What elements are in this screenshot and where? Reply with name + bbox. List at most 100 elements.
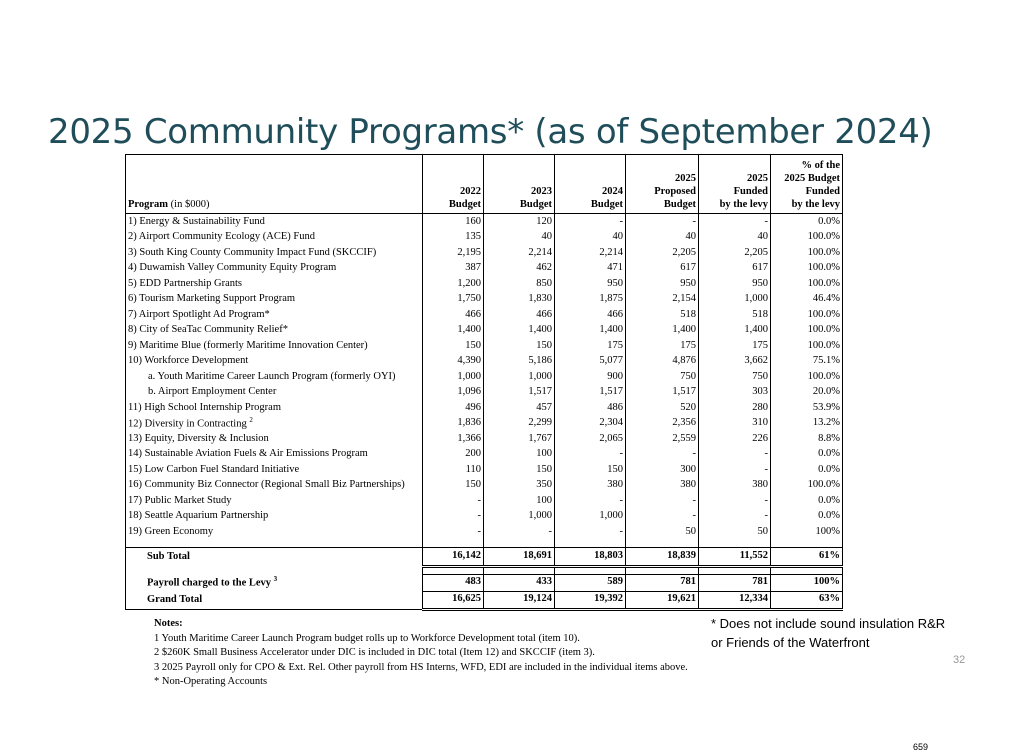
value-2023: 150 (483, 338, 555, 354)
value-pct: 8.8% (770, 431, 843, 447)
side-note-line: or Friends of the Waterfront (711, 635, 870, 650)
value-pct: 100.0% (770, 338, 843, 354)
value-pct: 75.1% (770, 353, 843, 369)
value-2025-proposed: 380 (625, 477, 699, 493)
value-2022: 135 (422, 229, 484, 245)
value-2025-proposed: 175 (625, 338, 699, 354)
payroll-row: Payroll charged to the Levy 3 483 433 58… (125, 573, 843, 591)
program-row: a. Youth Maritime Career Launch Program … (125, 369, 843, 385)
value-2022: 496 (422, 400, 484, 416)
payroll-2024: 589 (554, 573, 626, 591)
value-2023: 120 (483, 213, 555, 230)
note-line: 2 $260K Small Business Accelerator under… (154, 647, 595, 659)
value-2023: 2,299 (483, 415, 555, 431)
value-2023: 1,767 (483, 431, 555, 447)
program-label: a. Youth Maritime Career Launch Program … (125, 369, 423, 385)
value-2023: 100 (483, 446, 555, 462)
header-2022-budget: 2022 Budget (422, 154, 484, 214)
program-row: 12) Diversity in Contracting 2 1,836 2,299… (125, 415, 843, 431)
value-2023: 2,214 (483, 245, 555, 261)
value-pct: 0.0% (770, 446, 843, 462)
value-2024: - (554, 524, 626, 540)
value-2022: 1,096 (422, 384, 484, 400)
program-row: 5) EDD Partnership Grants 1,200 850 950 950 9… (125, 276, 843, 292)
value-2022: 200 (422, 446, 484, 462)
program-row: 10) Workforce Development 4,390 5,186 5,077… (125, 353, 843, 369)
value-2024: 380 (554, 477, 626, 493)
value-2024: 1,875 (554, 291, 626, 307)
value-2025-proposed: 2,205 (625, 245, 699, 261)
program-label: 15) Low Carbon Fuel Standard Initiative (125, 462, 423, 478)
value-2025-proposed: 50 (625, 524, 699, 540)
value-2023: 1,400 (483, 322, 555, 338)
subtotal-row: Sub Total 16,142 18,691 18,803 18,839 11… (125, 546, 843, 568)
value-2025-proposed: 2,559 (625, 431, 699, 447)
program-row: 8) City of SeaTac Community Relief* 1,400… (125, 322, 843, 338)
payroll-label: Payroll charged to the Levy 3 (125, 574, 423, 591)
value-2022: - (422, 508, 484, 524)
value-2025-funded: 1,400 (698, 322, 771, 338)
header-2024-budget: 2024 Budget (554, 154, 626, 214)
value-2025-proposed: - (625, 446, 699, 462)
program-label: 19) Green Economy (125, 524, 423, 540)
payroll-pct: 100% (770, 573, 843, 591)
value-2023: 457 (483, 400, 555, 416)
value-2025-funded: 175 (698, 338, 771, 354)
subtotal-2024: 18,803 (554, 546, 626, 568)
value-2025-proposed: 1,517 (625, 384, 699, 400)
value-pct: 100.0% (770, 307, 843, 323)
program-label: 9) Maritime Blue (formerly Maritime Inno… (125, 338, 423, 354)
value-2025-funded: 280 (698, 400, 771, 416)
value-2025-funded: 3,662 (698, 353, 771, 369)
header-program: Program (in $000) (125, 154, 423, 214)
value-2022: 4,390 (422, 353, 484, 369)
value-2025-proposed: 2,154 (625, 291, 699, 307)
slide-title: 2025 Community Programs* (as of Septembe… (48, 112, 933, 152)
program-label: 8) City of SeaTac Community Relief* (125, 322, 423, 338)
value-2024: - (554, 493, 626, 509)
value-pct: 100.0% (770, 477, 843, 493)
value-2024: 466 (554, 307, 626, 323)
program-row: 18) Seattle Aquarium Partnership -1,000 1,… (125, 508, 843, 524)
program-row: 17) Public Market Study -100- - -0.0% (125, 493, 843, 509)
note-line: 3 2025 Payroll only for CPO & Ext. Rel. … (154, 661, 688, 673)
value-2025-funded: 226 (698, 431, 771, 447)
program-label: 5) EDD Partnership Grants (125, 276, 423, 292)
value-2024: 1,000 (554, 508, 626, 524)
value-2025-funded: 40 (698, 229, 771, 245)
program-row: 15) Low Carbon Fuel Standard Initiative 1… (125, 462, 843, 478)
value-2024: 471 (554, 260, 626, 276)
value-pct: 100.0% (770, 229, 843, 245)
value-2023: 100 (483, 493, 555, 509)
note-line: 1 Youth Maritime Career Launch Program b… (154, 632, 580, 644)
value-2022: 2,195 (422, 245, 484, 261)
value-2025-funded: - (698, 508, 771, 524)
header-2025-proposed: 2025 Proposed Budget (625, 154, 699, 214)
value-2025-funded: 1,000 (698, 291, 771, 307)
value-2025-proposed: - (625, 213, 699, 230)
subtotal-pct: 61% (770, 546, 843, 568)
slide-number: 32 (953, 654, 966, 666)
header-2025-funded: 2025 Funded by the levy (698, 154, 771, 214)
program-label: 6) Tourism Marketing Support Program (125, 291, 423, 307)
value-2022: 1,200 (422, 276, 484, 292)
payroll-2023: 433 (483, 573, 555, 591)
program-row: 4) Duwamish Valley Community Equity Prog… (125, 260, 843, 276)
program-label: 14) Sustainable Aviation Fuels & Air Emi… (125, 446, 423, 462)
program-label: 17) Public Market Study (125, 493, 423, 509)
value-2024: - (554, 446, 626, 462)
value-2025-proposed: 518 (625, 307, 699, 323)
value-2023: 1,517 (483, 384, 555, 400)
value-2025-funded: - (698, 446, 771, 462)
payroll-2022: 483 (422, 573, 484, 591)
program-row: b. Airport Employment Center 1,096 1,517 1,… (125, 384, 843, 400)
value-2025-proposed: 617 (625, 260, 699, 276)
subtotal-2023: 18,691 (483, 546, 555, 568)
value-pct: 100.0% (770, 369, 843, 385)
value-2024: 950 (554, 276, 626, 292)
value-2025-proposed: 4,876 (625, 353, 699, 369)
value-2025-proposed: 950 (625, 276, 699, 292)
program-label: 12) Diversity in Contracting 2 (125, 415, 423, 431)
program-label: 2) Airport Community Ecology (ACE) Fund (125, 229, 423, 245)
value-2024: 2,304 (554, 415, 626, 431)
